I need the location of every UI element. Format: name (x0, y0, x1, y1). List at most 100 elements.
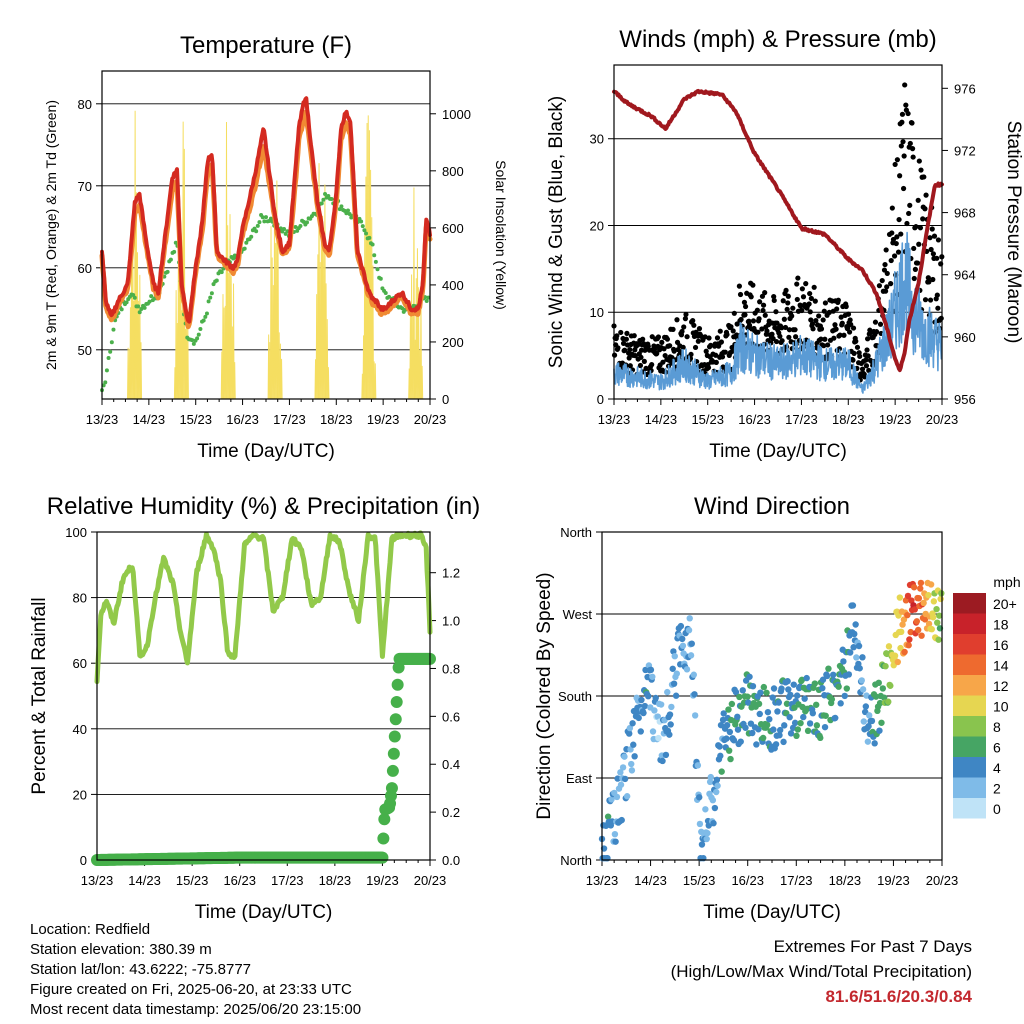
dewpoint-point (254, 229, 259, 234)
x-tick-label: 19/23 (366, 873, 399, 888)
x-tick-label: 18/23 (829, 873, 862, 888)
legend-label: 10 (993, 699, 1009, 715)
direction-point (670, 680, 678, 687)
gust-point (907, 202, 913, 208)
y2-tick-label: 976 (954, 81, 976, 96)
gust-point (631, 333, 637, 339)
precip-point (377, 832, 390, 845)
gust-point (930, 251, 936, 257)
direction-point (630, 741, 637, 748)
y-tick-label: 30 (590, 132, 604, 147)
direction-point (736, 693, 743, 701)
direction-point (783, 700, 791, 707)
direction-point (775, 699, 782, 706)
direction-point (745, 699, 752, 706)
direction-point (927, 581, 935, 588)
direction-point (790, 681, 797, 688)
gust-point (807, 309, 813, 315)
y-tick-label: 10 (590, 305, 604, 320)
gust-point (903, 102, 909, 108)
solar-spike (410, 274, 413, 400)
direction-point (849, 602, 857, 609)
direction-point (809, 709, 816, 717)
direction-point (655, 734, 662, 742)
x-tick-label: 14/23 (133, 412, 166, 427)
gust-point (696, 326, 703, 332)
direction-point (611, 830, 619, 838)
y2-tick-label: 956 (954, 392, 976, 407)
direction-point (704, 829, 711, 837)
direction-point (872, 693, 880, 700)
gust-point (679, 328, 685, 335)
gust-point (930, 276, 936, 283)
gust-point (916, 241, 922, 247)
gust-point (848, 321, 854, 328)
gust-point (782, 324, 789, 331)
y-tick-label: 80 (73, 591, 87, 606)
gust-point (771, 293, 777, 300)
direction-point (670, 648, 677, 655)
dewpoint-point (426, 295, 431, 300)
y-tick-label: East (566, 771, 592, 786)
gust-point (883, 247, 889, 253)
direction-point (770, 685, 778, 692)
legend-swatch (953, 757, 986, 778)
y2-tick-label: 0 (442, 392, 449, 407)
direction-point (804, 727, 812, 735)
gust-point (785, 293, 791, 299)
dewpoint-point (387, 294, 391, 299)
solar-spike (421, 365, 424, 400)
direction-point (698, 841, 706, 848)
gust-point (695, 338, 701, 344)
direction-point (645, 692, 652, 700)
direction-point (878, 719, 885, 726)
y2-tick-label: 600 (442, 221, 464, 236)
gust-point (925, 275, 931, 281)
direction-point (608, 796, 615, 803)
direction-point (850, 644, 857, 651)
gust-point (756, 316, 762, 322)
dewpoint-point (375, 267, 380, 272)
gust-point (750, 282, 756, 288)
direction-point (638, 696, 645, 704)
dewpoint-point (168, 257, 173, 262)
wind-series (613, 231, 943, 394)
gust-point (923, 192, 929, 198)
direction-point (725, 706, 732, 713)
gust-point (781, 316, 787, 322)
gust-point (664, 336, 671, 342)
direction-point (780, 738, 787, 746)
gust-point (773, 309, 779, 315)
gust-point (843, 303, 849, 310)
y-tick-label: 20 (590, 218, 604, 233)
t9m-series (99, 109, 433, 330)
legend-title: mph (993, 574, 1020, 590)
x-tick-label: 17/23 (785, 412, 818, 427)
direction-point (709, 796, 717, 804)
gust-point (816, 313, 822, 319)
gust-point (705, 365, 712, 371)
dewpoint-point (305, 220, 309, 225)
direction-point (813, 701, 820, 708)
plot-border (601, 531, 943, 861)
gust-point (730, 328, 736, 334)
direction-point (659, 757, 666, 765)
gust-point (759, 326, 765, 332)
direction-point (707, 773, 714, 781)
y2-tick-label: 0.2 (442, 805, 460, 820)
solar-spike (325, 283, 328, 400)
legend-label: 0 (993, 801, 1001, 817)
legend-label: 2 (993, 781, 1001, 797)
direction-point (800, 713, 807, 721)
gust-point (847, 317, 853, 323)
direction-point (778, 685, 785, 692)
precip-point (385, 782, 398, 795)
direction-point (623, 793, 631, 800)
gust-point (912, 266, 918, 272)
chart-title: Wind Direction (694, 493, 850, 520)
gust-point (928, 246, 934, 253)
gust-point (822, 336, 828, 342)
direction-point (819, 676, 827, 683)
gust-point (916, 158, 922, 164)
gust-point (911, 275, 917, 282)
